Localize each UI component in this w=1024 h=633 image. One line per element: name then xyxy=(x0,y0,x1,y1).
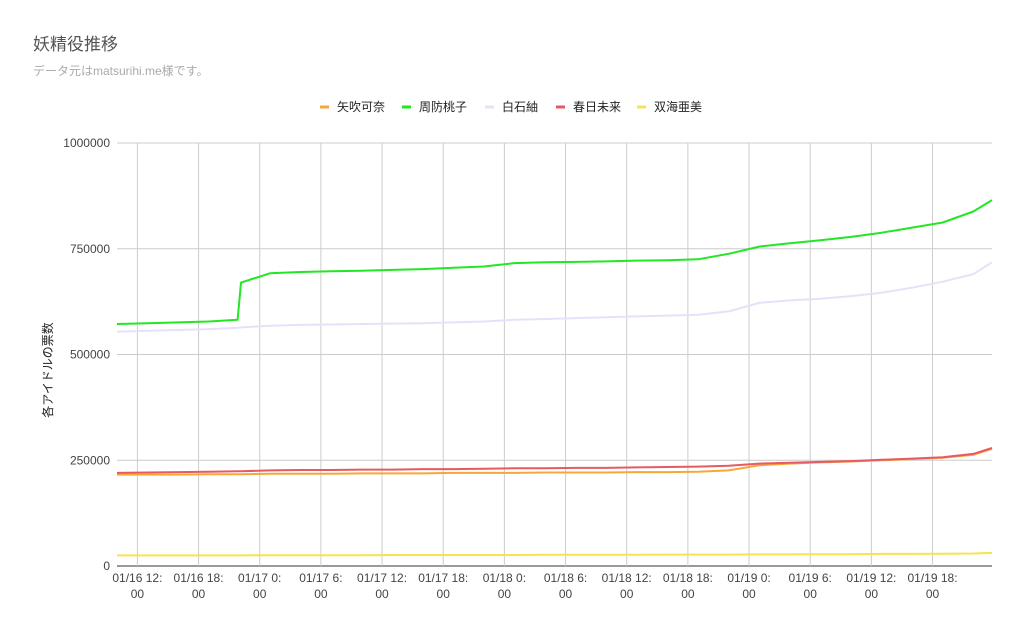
x-tick-label: 01/16 18: 00 xyxy=(174,571,224,601)
legend-label: 白石紬 xyxy=(502,99,538,114)
y-tick-label: 750000 xyxy=(70,242,110,256)
x-tick-label: 01/18 18: 00 xyxy=(663,571,713,601)
series-line xyxy=(116,447,993,474)
x-tick-label: 01/17 6: 00 xyxy=(299,571,342,601)
x-tick-label: 01/17 12: 00 xyxy=(357,571,407,601)
x-tick-label: 01/19 6: 00 xyxy=(789,571,832,601)
legend-label: 双海亜美 xyxy=(654,99,702,114)
x-tick-label: 01/19 18: 00 xyxy=(908,571,958,601)
x-tick-label: 01/18 0: 00 xyxy=(483,571,526,601)
x-tick-label: 01/18 12: 00 xyxy=(602,571,652,601)
x-tick-label: 01/19 0: 00 xyxy=(727,571,770,601)
x-tick-label: 01/18 6: 00 xyxy=(544,571,587,601)
x-tick-label: 01/16 12: 00 xyxy=(112,571,162,601)
y-tick-label: 250000 xyxy=(70,453,110,467)
series-line xyxy=(116,261,993,333)
y-tick-label: 1000000 xyxy=(63,136,110,150)
legend-label: 周防桃子 xyxy=(419,99,467,114)
series-line xyxy=(116,199,993,325)
series-line xyxy=(117,551,993,557)
chart-title: 妖精役推移 xyxy=(33,35,118,54)
legend-label: 春日未来 xyxy=(573,100,621,114)
legend-label: 矢吹可奈 xyxy=(337,100,385,114)
y-axis-label: 各アイドルの票数 xyxy=(40,322,55,417)
chart-subtitle: データ元はmatsurihi.me様です。 xyxy=(33,63,209,78)
x-tick-label: 01/17 18: 00 xyxy=(418,571,468,601)
y-tick-label: 0 xyxy=(103,559,110,573)
x-tick-label: 01/19 12: 00 xyxy=(846,571,896,601)
y-tick-label: 500000 xyxy=(70,348,110,362)
x-tick-label: 01/17 0: 00 xyxy=(238,571,281,601)
